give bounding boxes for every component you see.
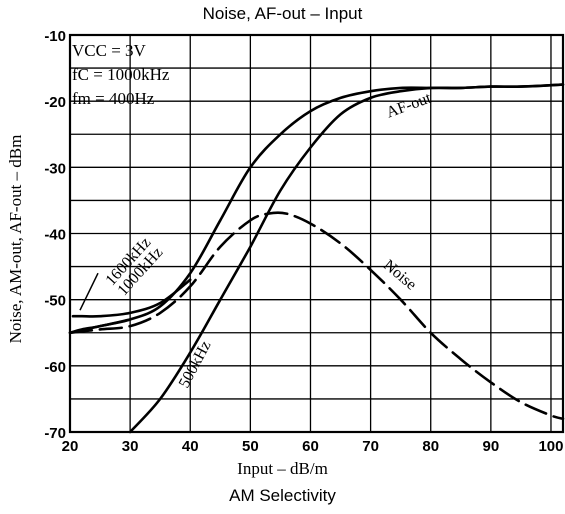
x-axis-label: Input – dB/m: [237, 459, 328, 478]
x-tick-label: 100: [538, 438, 563, 455]
y-tick-label: -70: [44, 425, 66, 442]
x-tick-label: 20: [62, 438, 79, 455]
y-tick-label: -30: [44, 160, 66, 177]
tick-labels: 20 30 40 50 60 70 80 90 100 -10 -20 -30 -40 -50 -60 -70: [44, 28, 563, 455]
y-tick-label: -50: [44, 293, 66, 310]
y-axis-label: Noise, AM-out, AF-out – dBm: [6, 134, 25, 344]
fm-annotation: fm = 400Hz: [72, 89, 155, 108]
conditions-annotation: VCC = 3V fC = 1000kHz fm = 400Hz: [72, 39, 169, 111]
chart-top-title: Noise, AF-out – Input: [202, 4, 363, 23]
y-tick-label: -20: [44, 94, 66, 111]
x-tick-label: 60: [302, 438, 319, 455]
curve-label-af-out: AF-out: [384, 89, 434, 121]
series-line-af-out: [68, 83, 565, 335]
y-tick-label: -60: [44, 359, 66, 376]
y-tick-label: -40: [44, 227, 66, 244]
vcc-annotation: VCC = 3V: [72, 41, 146, 60]
series-line-500khz: [128, 83, 565, 434]
chart-bottom-title: AM Selectivity: [229, 486, 336, 505]
x-tick-label: 70: [362, 438, 379, 455]
plot-frame: [68, 33, 565, 434]
x-tick-label: 90: [483, 438, 500, 455]
series-line-1600khz: [71, 278, 192, 318]
plot-border: [68, 33, 565, 434]
series-line-noise: [68, 211, 565, 421]
fc-annotation: fC = 1000kHz: [72, 65, 170, 84]
x-tick-label: 40: [182, 438, 199, 455]
grid-lines: [70, 35, 563, 432]
label-leader-line: [79, 272, 99, 311]
y-tick-label: -10: [44, 28, 66, 45]
x-tick-label: 80: [422, 438, 439, 455]
x-tick-label: 50: [242, 438, 259, 455]
data-curves: [68, 83, 565, 434]
x-tick-label: 30: [122, 438, 139, 455]
series-line-1000khz: [68, 318, 132, 335]
curve-label-noise: Noise: [380, 257, 420, 294]
